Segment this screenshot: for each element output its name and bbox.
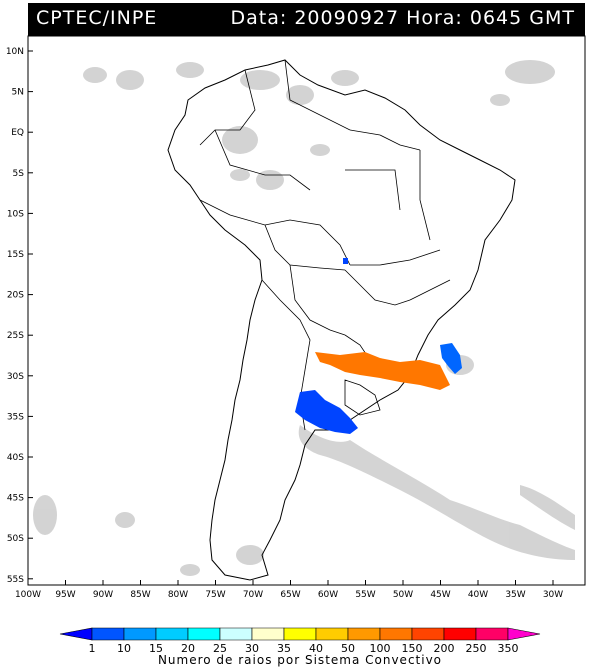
lat-label: 20S	[7, 291, 24, 301]
lon-label: 80W	[168, 590, 188, 600]
lon-label: 60W	[318, 590, 338, 600]
convective-system-blue-small	[343, 258, 348, 264]
convective-system-orange	[315, 352, 450, 390]
map-frame	[27, 35, 586, 586]
lon-label: 50W	[393, 590, 413, 600]
lat-label: 50S	[7, 534, 24, 544]
source-label: CPTEC/INPE	[36, 7, 158, 29]
lon-label: 55W	[355, 590, 375, 600]
lon-label: 65W	[280, 590, 300, 600]
map-header: CPTEC/INPE Data: 20090927 Hora: 0645 GMT	[28, 3, 585, 36]
datetime-label: Data: 20090927 Hora: 0645 GMT	[230, 7, 575, 29]
lon-label: 40W	[468, 590, 488, 600]
cloud-cover	[33, 60, 575, 576]
lat-label: 35S	[7, 412, 24, 422]
lon-label: 30W	[543, 590, 563, 600]
lon-label: 85W	[130, 590, 150, 600]
lon-label: 95W	[55, 590, 75, 600]
lat-label: EQ	[11, 128, 24, 138]
lat-label: 10N	[6, 47, 24, 57]
legend-title: Numero de raios por Sistema Convectivo	[157, 653, 443, 667]
longitude-labels: 100W 95W 90W 85W 80W 75W 70W 65W 60W 55W 50W 45W 40W…	[15, 580, 563, 600]
latitude-labels: 10N 5N EQ 5S 10S 15S 20S 25S 30S 35S 40S 45S 50S 55S	[6, 47, 33, 585]
lon-label: 35W	[505, 590, 525, 600]
south-america-outline	[167, 59, 516, 581]
convective-system-blue-south	[295, 390, 358, 434]
lat-label: 55S	[7, 575, 24, 585]
lon-label: 100W	[15, 590, 41, 600]
lat-label: 5S	[13, 169, 25, 179]
lightning-map: 10N5NEQ5S10S15S20S25S30S35S40S45S50S55S …	[6, 35, 586, 600]
lon-label: 75W	[205, 590, 225, 600]
lon-label: 90W	[93, 590, 113, 600]
lat-label: 25S	[7, 331, 24, 341]
lat-label: 5N	[12, 88, 24, 98]
lat-label: 30S	[7, 372, 24, 382]
lat-label: 45S	[7, 494, 24, 504]
convective-system-blue-east	[440, 343, 462, 374]
lat-label: 40S	[7, 453, 24, 463]
lat-label: 15S	[7, 250, 24, 260]
lon-label: 70W	[243, 590, 263, 600]
lat-label: 10S	[7, 209, 24, 219]
lon-label: 45W	[430, 590, 450, 600]
